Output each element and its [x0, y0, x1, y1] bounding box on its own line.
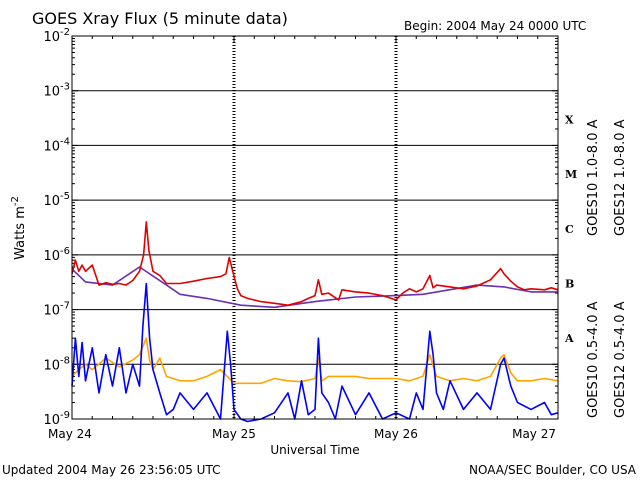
x-tick-label: May 24 [48, 427, 92, 441]
day-dividers [232, 36, 398, 419]
y-tick-label: 10-7 [43, 301, 70, 319]
y-tick-label: 10-8 [43, 355, 70, 373]
series-line-2 [71, 337, 559, 385]
y-tick-label: 10-3 [43, 82, 70, 100]
y-axis-ticks: 10-2 10-3 10-4 10-5 10-6 10-7 10-8 10-9 [43, 27, 558, 428]
y-tick-label: 10-2 [43, 27, 70, 45]
y-tick-label: 10-4 [43, 136, 70, 154]
flare-class-x: X [565, 113, 574, 126]
y-axis-label-exponent: -2 [10, 196, 21, 206]
x-tick-label: May 27 [512, 427, 556, 441]
legend-goes12-short: GOES12 0.5-4.0 A [613, 301, 628, 418]
credit-label: NOAA/SEC Boulder, CO USA [469, 463, 637, 477]
updated-label: Updated 2004 May 26 23:56:05 UTC [2, 463, 220, 477]
legend-goes12-long: GOES12 1.0-8.0 A [613, 119, 628, 236]
legend-short-channel: GOES10 0.5-4.0 A GOES12 0.5-4.0 A [586, 301, 628, 418]
x-axis-label: Universal Time [270, 443, 359, 457]
y-axis-label: Watts m [13, 206, 28, 260]
y-tick-label: 10-6 [43, 246, 70, 264]
flare-class-m: M [565, 168, 577, 181]
flare-class-labels: X M C B A [564, 113, 577, 345]
flare-class-c: C [565, 223, 574, 236]
y-axis-title: Watts m-2 [10, 196, 28, 260]
legend-goes10-short: GOES10 0.5-4.0 A [586, 301, 601, 418]
svg-text:Watts m-2: Watts m-2 [10, 196, 28, 260]
y-tick-label: 10-5 [43, 191, 70, 209]
series-line-1 [71, 221, 559, 306]
plot-frame [71, 35, 559, 420]
flare-class-b: B [565, 277, 574, 290]
begin-label: Begin: 2004 May 24 0000 UTC [404, 19, 586, 33]
x-tick-label: May 26 [374, 427, 418, 441]
series-line-3 [71, 282, 559, 423]
legend-goes10-long: GOES10 1.0-8.0 A [586, 119, 601, 236]
series-layer [71, 221, 559, 423]
series-line-0 [71, 266, 558, 309]
x-tick-label: May 25 [212, 427, 256, 441]
chart-title: GOES Xray Flux (5 minute data) [32, 9, 288, 28]
y-tick-label: 10-9 [43, 410, 70, 428]
flare-class-a: A [564, 332, 574, 345]
legend-long-channel: GOES10 1.0-8.0 A GOES12 1.0-8.0 A [586, 119, 628, 236]
